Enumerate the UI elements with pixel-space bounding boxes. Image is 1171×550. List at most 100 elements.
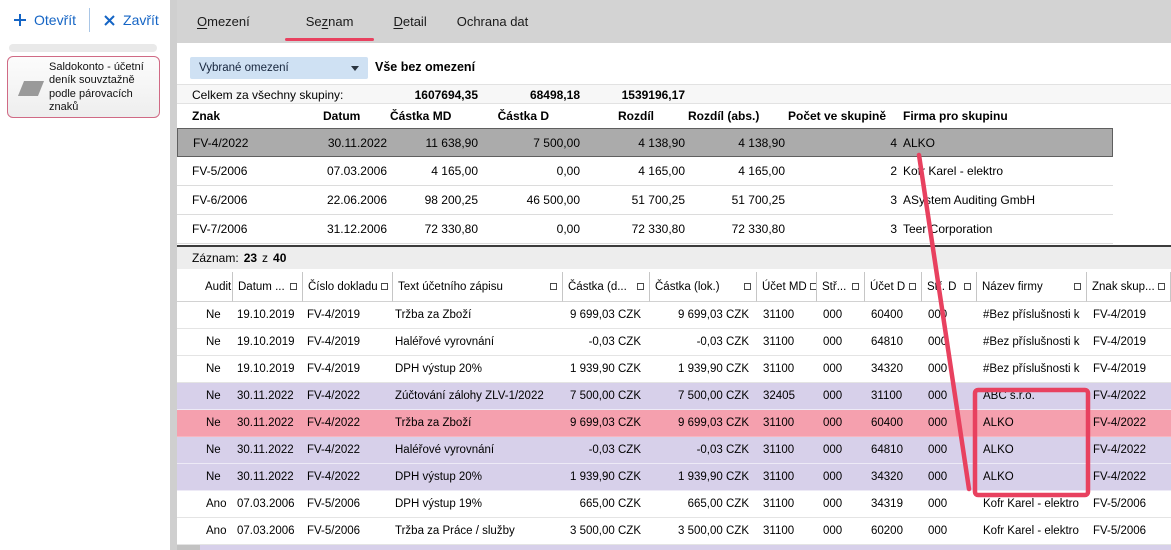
group-column-header-firma-pro-skupinu[interactable]: Firma pro skupinu <box>903 109 1008 123</box>
tab-seznam[interactable]: Se z nam <box>284 0 375 43</box>
entry-column-header-et-d[interactable]: Účet D <box>865 272 922 302</box>
totals-amount-d: 68498,18 <box>529 88 580 102</box>
group-cell: 4 165,00 <box>583 157 688 186</box>
column-filter-box-icon[interactable] <box>550 283 557 290</box>
entry-row[interactable]: Ne 30.11.2022 FV-4/2022 Haléřové vyrovnání -… <box>177 437 1171 464</box>
entry-row[interactable]: Ano 07.03.2006 FV-5/2006 DPH výstup 19% 665,… <box>177 491 1171 518</box>
entry-cell <box>817 545 865 550</box>
entry-row[interactable]: Ne 19.10.2019 FV-4/2019 DPH výstup 20% 1 939… <box>177 356 1171 383</box>
entry-row[interactable]: Ne 19.10.2019 FV-4/2019 Haléřové vyrovnání -… <box>177 329 1171 356</box>
column-filter-box-icon[interactable] <box>637 283 644 290</box>
column-filter-box-icon[interactable] <box>1158 283 1165 290</box>
entry-column-header-znak-skup[interactable]: Znak skup... <box>1087 272 1171 302</box>
entry-cell: FV-5/2006 <box>303 491 393 518</box>
record-status-total: 40 <box>273 251 287 265</box>
group-cell: FV-4/2022 <box>177 128 310 157</box>
restriction-summary: Vše bez omezení <box>375 60 476 74</box>
group-column-header-stka-d[interactable]: Částka D <box>497 109 549 123</box>
entry-cell: 07.03.2006 <box>233 491 303 518</box>
entry-cell <box>303 545 393 550</box>
row-gutter <box>177 464 200 491</box>
column-filter-box-icon[interactable] <box>852 283 859 290</box>
group-column-header-stka-md[interactable]: Částka MD <box>390 109 452 123</box>
entry-cell: 000 <box>922 464 977 491</box>
group-column-header-datum[interactable]: Datum <box>323 109 361 123</box>
column-filter-box-icon[interactable] <box>809 283 816 290</box>
tab-ochrana-dat[interactable]: Ochrana dat <box>457 0 529 43</box>
group-row[interactable]: FV-4/2022 30.11.2022 11 638,90 7 500,00 4 13… <box>177 128 1113 157</box>
entry-column-header-stka-lok[interactable]: Částka (lok.) <box>650 272 757 302</box>
entry-column-header-n-zev-firmy[interactable]: Název firmy <box>977 272 1087 302</box>
group-cell: 22.06.2006 <box>310 186 390 215</box>
entry-column-label: Částka (lok.) <box>655 280 720 293</box>
group-column-header-rozd-l-abs[interactable]: Rozdíl (abs.) <box>688 109 760 123</box>
entry-row-partial[interactable] <box>177 545 1171 550</box>
entry-cell: 19.10.2019 <box>233 302 303 329</box>
entry-column-header-audit[interactable]: Audit <box>200 272 233 302</box>
entry-cell: Tržba za Práce / služby <box>393 518 563 545</box>
column-filter-box-icon[interactable] <box>964 283 971 290</box>
close-button[interactable]: Zavřít <box>103 12 159 28</box>
row-gutter <box>177 356 200 383</box>
entry-cell: Ano <box>200 491 233 518</box>
entry-cell: #Bez příslušnosti k <box>977 356 1087 383</box>
entry-cell: 000 <box>922 410 977 437</box>
tab-label-part: nam <box>328 14 354 29</box>
entry-row[interactable]: Ne 30.11.2022 FV-4/2022 Tržba za Zboží 9 699… <box>177 410 1171 437</box>
entry-cell: Ne <box>200 302 233 329</box>
column-filter-box-icon[interactable] <box>1074 283 1081 290</box>
entry-column-header-st[interactable]: Stř... <box>817 272 865 302</box>
plus-icon <box>14 14 26 26</box>
group-column-header-rozd-l[interactable]: Rozdíl <box>618 109 654 123</box>
group-row[interactable]: FV-7/2006 31.12.2006 72 330,80 0,00 72 330,8… <box>177 215 1113 244</box>
entry-column-header-et-md[interactable]: Účet MD <box>757 272 817 302</box>
entry-cell: 1 939,90 CZK <box>650 356 757 383</box>
column-filter-box-icon[interactable] <box>909 283 916 290</box>
entry-cell: -0,03 CZK <box>650 329 757 356</box>
restriction-dropdown[interactable]: Vybrané omezení <box>190 57 368 79</box>
entry-row[interactable]: Ne 30.11.2022 FV-4/2022 Zúčtování zálohy ZL… <box>177 383 1171 410</box>
entry-cell: 000 <box>922 491 977 518</box>
entry-row[interactable]: Ano 07.03.2006 FV-5/2006 Tržba za Práce / s… <box>177 518 1171 545</box>
tab-label-part: Ochrana dat <box>456 14 529 29</box>
column-filter-box-icon[interactable] <box>744 283 751 290</box>
group-cell: 4 138,90 <box>688 128 788 157</box>
entry-column-header-slo-dokladu[interactable]: Číslo dokladu <box>303 272 393 302</box>
open-button[interactable]: Otevřít <box>13 12 76 28</box>
entry-cell: Ne <box>200 356 233 383</box>
entry-cell: -0,03 CZK <box>563 329 650 356</box>
entry-column-label: Částka (d... <box>568 280 627 293</box>
entries-table-header: Audit Datum ... Číslo dokladu Text účetního… <box>177 272 1171 302</box>
entry-row[interactable]: Ne 30.11.2022 FV-4/2022 DPH výstup 20% 1 939… <box>177 464 1171 491</box>
entry-cell: FV-4/2022 <box>303 383 393 410</box>
entry-cell: 19.10.2019 <box>233 329 303 356</box>
entry-cell: 9 699,03 CZK <box>563 302 650 329</box>
group-row[interactable]: FV-5/2006 07.03.2006 4 165,00 0,00 4 165,00 4… <box>177 157 1113 186</box>
entry-column-header-st-d[interactable]: Stř. D <box>922 272 977 302</box>
column-filter-box-icon[interactable] <box>380 283 388 290</box>
entry-cell: 000 <box>817 383 865 410</box>
entry-cell: 665,00 CZK <box>563 491 650 518</box>
entry-column-header-datum[interactable]: Datum ... <box>233 272 303 302</box>
entry-cell: #Bez příslušnosti k <box>977 302 1087 329</box>
group-row[interactable]: FV-6/2006 22.06.2006 98 200,25 46 500,00 51 … <box>177 186 1113 215</box>
entry-cell: 31100 <box>757 410 817 437</box>
group-cell: 98 200,25 <box>390 186 481 215</box>
group-cell: 51 700,25 <box>688 186 788 215</box>
column-filter-box-icon[interactable] <box>290 283 297 290</box>
totals-difference: 1539196,17 <box>621 88 685 102</box>
entry-column-label: Stř... <box>822 280 847 293</box>
entry-cell: 000 <box>817 437 865 464</box>
entry-row[interactable]: Ne 19.10.2019 FV-4/2019 Tržba za Zboží 9 699… <box>177 302 1171 329</box>
entry-cell: 3 500,00 CZK <box>563 518 650 545</box>
group-column-header-po-et-ve-skupin[interactable]: Počet ve skupině <box>788 109 887 123</box>
entry-cell: 000 <box>922 383 977 410</box>
entry-column-header-text-etn-ho-z-pisu[interactable]: Text účetního zápisu <box>393 272 563 302</box>
group-column-header-znak[interactable]: Znak <box>192 109 221 123</box>
group-cell: 4 <box>788 128 900 157</box>
sidebar-item-saldokonto[interactable]: Saldokonto - účetní deník souvztažně pod… <box>7 56 160 118</box>
entry-column-header-stka-d[interactable]: Částka (d... <box>563 272 650 302</box>
